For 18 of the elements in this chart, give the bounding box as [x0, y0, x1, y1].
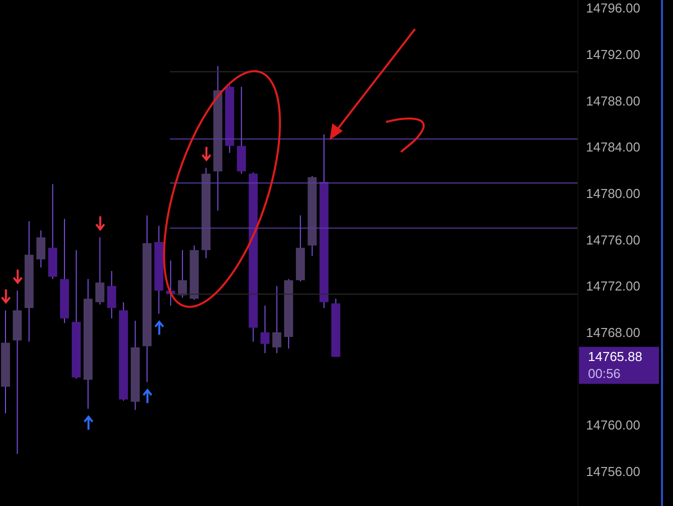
candlestick	[260, 305, 270, 354]
y-tick-label: 14792.00	[586, 47, 640, 62]
candlestick	[36, 230, 46, 268]
candlestick	[107, 270, 116, 319]
candlestick	[95, 236, 104, 306]
y-tick-label: 14760.00	[586, 418, 640, 433]
text: 00:56	[588, 366, 621, 381]
y-tick-label: 14772.00	[586, 278, 640, 294]
candlestick	[178, 250, 187, 298]
y-tick-label: 14756.00	[586, 464, 640, 479]
y-tick-label: 14768.00	[586, 324, 640, 340]
y-tick-label: 14788.00	[586, 93, 640, 108]
y-tick-label: 14780.00	[586, 186, 640, 201]
candlestick	[272, 286, 282, 354]
text: 14765.88	[588, 348, 642, 364]
y-tick-label: 14796.00	[586, 0, 640, 16]
y-tick-label: 14784.00	[586, 140, 640, 155]
y-tick-label: 14776.00	[586, 232, 640, 248]
